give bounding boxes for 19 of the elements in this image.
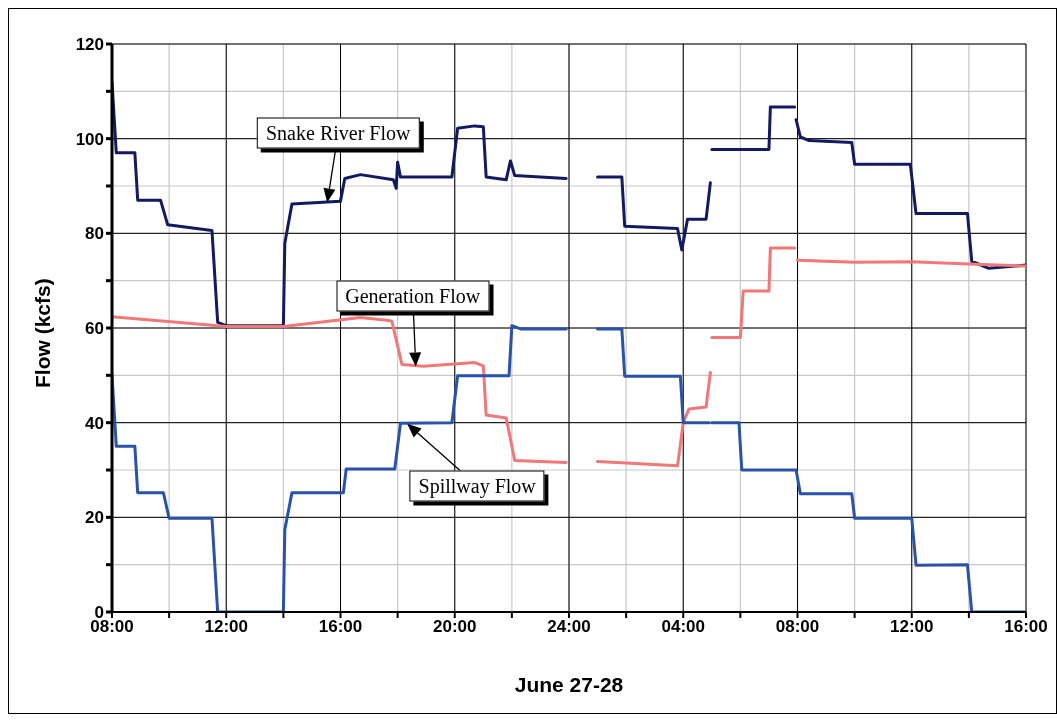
y-axis-title: Flow (kcfs) <box>31 278 55 388</box>
x-tick-label: 16:00 <box>1004 617 1048 637</box>
x-tick-label: 12:00 <box>890 617 934 637</box>
x-tick-label: 16:00 <box>318 617 363 637</box>
y-tick-label: 60 <box>85 319 104 339</box>
x-axis-title: June 27-28 <box>514 673 624 696</box>
y-tick-label: 120 <box>75 35 104 55</box>
x-tick-label: 08:00 <box>775 617 820 637</box>
y-tick-label: 80 <box>85 224 104 244</box>
annotation: Generation Flow <box>336 280 490 312</box>
x-tick-label: 24:00 <box>547 617 591 637</box>
y-tick-label: 100 <box>75 129 104 149</box>
y-tick-label: 20 <box>85 508 104 528</box>
x-tick-label: 12:00 <box>204 617 248 637</box>
x-tick-label: 20:00 <box>433 617 477 637</box>
y-tick-label: 40 <box>85 413 104 433</box>
x-tick-label: 04:00 <box>661 617 705 637</box>
annotation: Snake River Flow <box>257 117 420 149</box>
annotation: Spillway Flow <box>409 470 545 502</box>
